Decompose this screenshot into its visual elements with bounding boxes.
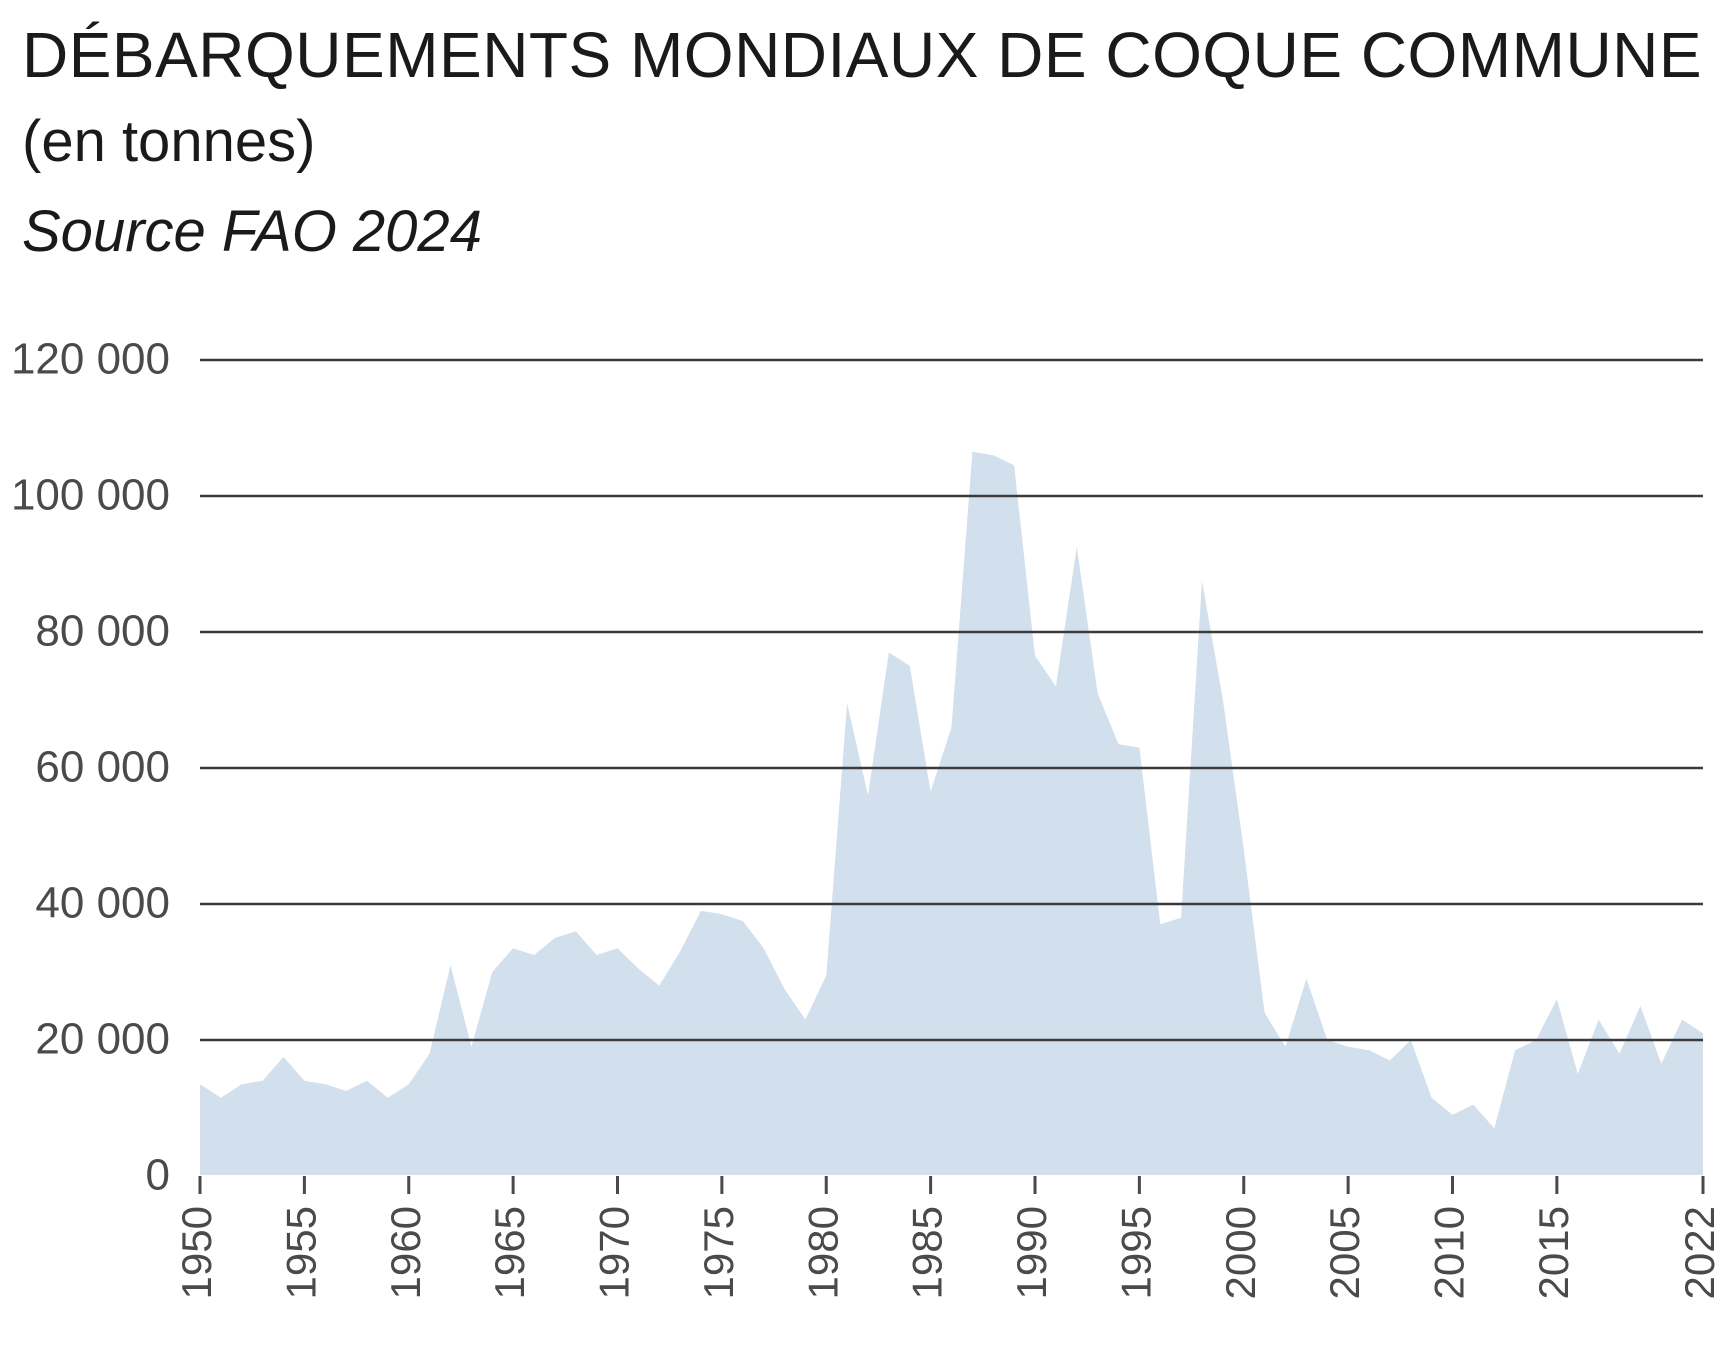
x-tick-labels: 1950 1955 1960 1965 1970 1975 1980 1985 1990 1995… [173, 1206, 1720, 1299]
x-tick-label: 1995 [1112, 1206, 1159, 1299]
y-tick-label: 80 000 [35, 607, 170, 656]
x-axis [198, 1175, 1705, 1194]
x-tick-label: 1985 [904, 1206, 951, 1299]
chart-subtitle: (en tonnes) [22, 109, 316, 174]
x-tick-label: 1950 [173, 1206, 220, 1299]
y-tick-label: 120 000 [11, 335, 170, 384]
x-tick-label: 2005 [1321, 1206, 1368, 1299]
x-tick-label: 2015 [1530, 1206, 1577, 1299]
x-tick-label: 1975 [695, 1206, 742, 1299]
x-tick-label: 1965 [486, 1206, 533, 1299]
y-tick-label: 60 000 [35, 743, 170, 792]
y-tick-label: 0 [146, 1151, 170, 1200]
chart-source: Source FAO 2024 [22, 199, 482, 264]
x-tick-label: 2010 [1426, 1206, 1473, 1299]
y-tick-labels: 0 20 000 40 000 60 000 80 000 100 000 120 000 [11, 335, 170, 1200]
area-layer [200, 451, 1703, 1176]
x-tick-label: 2000 [1217, 1206, 1264, 1299]
x-tick-label: 1960 [382, 1206, 429, 1299]
chart-title: DÉBARQUEMENTS MONDIAUX DE COQUE COMMUNE [22, 19, 1703, 91]
gridlines [200, 358, 1703, 1042]
x-tick-label: 1990 [1008, 1206, 1055, 1299]
x-tick-label: 1970 [591, 1206, 638, 1299]
x-tick-label: 1955 [277, 1206, 324, 1299]
x-tick-label: 2022 [1676, 1206, 1720, 1299]
y-tick-label: 100 000 [11, 471, 170, 520]
y-tick-label: 20 000 [35, 1015, 170, 1064]
x-tick-label: 1980 [799, 1206, 846, 1299]
series-area [200, 451, 1703, 1176]
y-tick-label: 40 000 [35, 879, 170, 928]
